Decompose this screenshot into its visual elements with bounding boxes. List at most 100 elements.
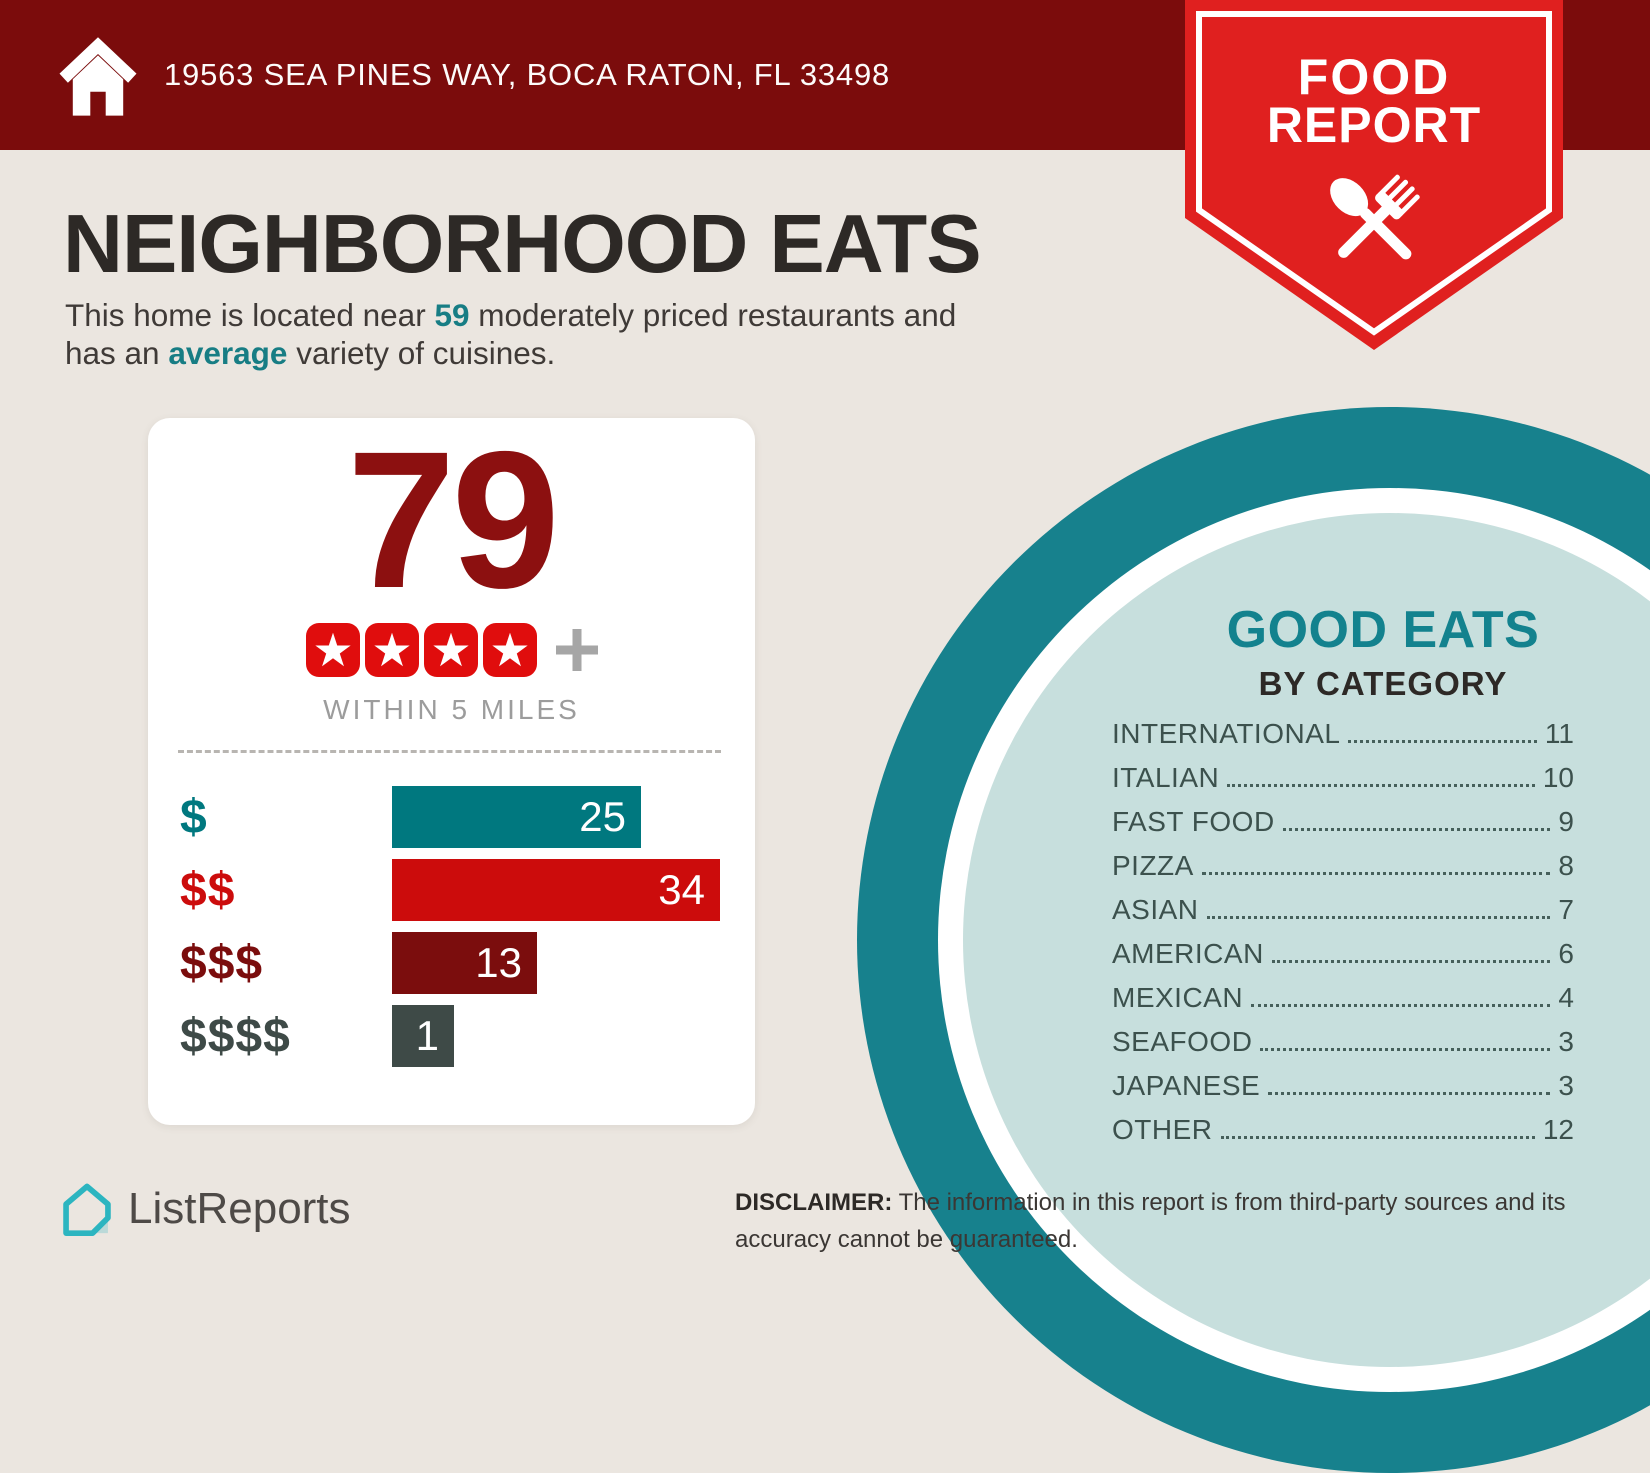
category-value: 11 (1544, 718, 1574, 749)
good-eats-title: GOOD EATS (1226, 601, 1540, 659)
category-label: PIZZA (1112, 850, 1194, 881)
subtitle-text: This home is located near (65, 297, 435, 333)
price-tier-row: $$$ 13 (180, 932, 721, 994)
disclaimer: DISCLAIMER: The information in this repo… (735, 1184, 1615, 1258)
disclaimer-line1: The information in this report is from t… (892, 1189, 1566, 1216)
page-subtitle: This home is located near 59 moderately … (65, 296, 956, 372)
price-tier-value: 34 (658, 866, 705, 913)
restaurant-score: 79 (347, 411, 560, 629)
ribbon-inner-border (1196, 11, 1552, 336)
subtitle-highlight: average (168, 335, 288, 371)
star-icon: ★ (483, 623, 537, 677)
price-tier-bar: 13 (392, 932, 537, 994)
category-value: 12 (1542, 1114, 1574, 1145)
star-glyph: ★ (430, 624, 472, 676)
price-tier-label: $ (180, 790, 208, 844)
subtitle-text: has an (65, 335, 169, 371)
category-value: 8 (1558, 850, 1574, 881)
price-tier-bar: 1 (392, 1005, 454, 1067)
price-tier-row: $$$$ 1 (180, 1005, 721, 1067)
price-tier-label: $$ (180, 863, 236, 917)
price-tier-value: 25 (579, 793, 626, 840)
category-row: AMERICAN 6 (1112, 932, 1574, 976)
radius-label: WITHIN 5 MILES (323, 694, 580, 725)
star-glyph: ★ (312, 624, 354, 676)
dotted-leader (1251, 1003, 1551, 1007)
star-icon: ★ (424, 623, 478, 677)
listreports-house-icon (63, 1183, 111, 1236)
dotted-leader (1201, 871, 1551, 875)
disclaimer-label: DISCLAIMER: (735, 1189, 893, 1216)
category-value: 10 (1542, 762, 1574, 793)
category-label: AMERICAN (1112, 938, 1264, 969)
home-icon (59, 37, 137, 116)
subtitle-line: This home is located near 59 moderately … (65, 296, 956, 334)
star-icon: ★ (306, 623, 360, 677)
category-list: INTERNATIONAL 11 ITALIAN 10 FAST FOOD 9 PIZZA 8… (1112, 712, 1574, 1152)
category-value: 6 (1558, 938, 1574, 969)
good-eats-header: GOOD EATS BY CATEGORY (1138, 600, 1628, 703)
listreports-wordmark: ListReports (128, 1184, 351, 1233)
dotted-leader (1227, 783, 1535, 787)
listreports-logo: ListReports (60, 1180, 351, 1238)
category-value: 4 (1558, 982, 1574, 1013)
category-label: JAPANESE (1112, 1070, 1261, 1101)
price-tier-row: $25 (180, 786, 721, 848)
price-tier-bar: 25 (392, 786, 641, 848)
food-report-ribbon: FOOD REPORT (1185, 0, 1563, 350)
category-row: ITALIAN 10 (1112, 756, 1574, 800)
light-teal-disc (963, 513, 1650, 1367)
dotted-leader (1271, 959, 1551, 963)
price-tier-row: $$ 34 (180, 859, 721, 921)
star-glyph: ★ (489, 624, 531, 676)
dashed-divider (178, 750, 721, 753)
subtitle-highlight: 59 (434, 297, 470, 333)
dotted-leader (1268, 1091, 1551, 1095)
category-value: 7 (1558, 894, 1574, 925)
star-icon: ★ (365, 623, 419, 677)
subtitle-text: moderately priced restaurants and (469, 297, 957, 333)
dotted-leader (1282, 827, 1551, 831)
good-eats-subtitle: BY CATEGORY (1258, 665, 1508, 702)
category-row: PIZZA 8 (1112, 844, 1574, 888)
category-row: INTERNATIONAL 11 (1112, 712, 1574, 756)
category-label: SEAFOOD (1112, 1026, 1253, 1057)
score-card: 79 ★ ★ ★ ★ WITHIN 5 MILES $25 $$ 34 $$$ 13 $$$$ 1 (148, 418, 755, 1125)
category-value: 9 (1558, 806, 1574, 837)
star-glyph: ★ (371, 624, 413, 676)
category-row: SEAFOOD 3 (1112, 1020, 1574, 1064)
dotted-leader (1260, 1047, 1551, 1051)
spoon-fork-icon (1330, 174, 1420, 260)
category-label: FAST FOOD (1112, 806, 1275, 837)
category-label: ASIAN (1112, 894, 1199, 925)
ribbon-line1: FOOD (1298, 49, 1450, 105)
disclaimer-line2: accuracy cannot be guaranteed. (735, 1226, 1078, 1253)
price-tier-value: 1 (415, 1012, 439, 1059)
category-value: 3 (1558, 1026, 1574, 1057)
dotted-leader (1220, 1135, 1535, 1139)
property-address: 19563 SEA PINES WAY, BOCA RATON, FL 3349… (164, 57, 891, 92)
page-title: NEIGHBORHOOD EATS (63, 197, 982, 290)
price-tier-label: $$$ (180, 936, 264, 990)
category-row: FAST FOOD 9 (1112, 800, 1574, 844)
price-tier-chart: $25 $$ 34 $$$ 13 $$$$ 1 (180, 786, 721, 1078)
category-row: JAPANESE 3 (1112, 1064, 1574, 1108)
subtitle-text: variety of cuisines. (287, 335, 556, 371)
price-tier-label: $$$$ (180, 1009, 291, 1063)
ribbon-line2: REPORT (1267, 97, 1481, 153)
category-label: INTERNATIONAL (1112, 718, 1341, 749)
subtitle-line: has an average variety of cuisines. (65, 334, 956, 372)
category-label: ITALIAN (1112, 762, 1220, 793)
price-tier-bar: 34 (392, 859, 720, 921)
category-value: 3 (1558, 1070, 1574, 1101)
plus-icon (555, 629, 598, 671)
category-row: ASIAN 7 (1112, 888, 1574, 932)
dotted-leader (1206, 915, 1551, 919)
price-tier-value: 13 (475, 939, 522, 986)
category-label: MEXICAN (1112, 982, 1244, 1013)
category-label: OTHER (1112, 1114, 1213, 1145)
dotted-leader (1348, 739, 1537, 743)
category-row: OTHER 12 (1112, 1108, 1574, 1152)
star-rating: ★ ★ ★ ★ (148, 623, 755, 677)
category-row: MEXICAN 4 (1112, 976, 1574, 1020)
